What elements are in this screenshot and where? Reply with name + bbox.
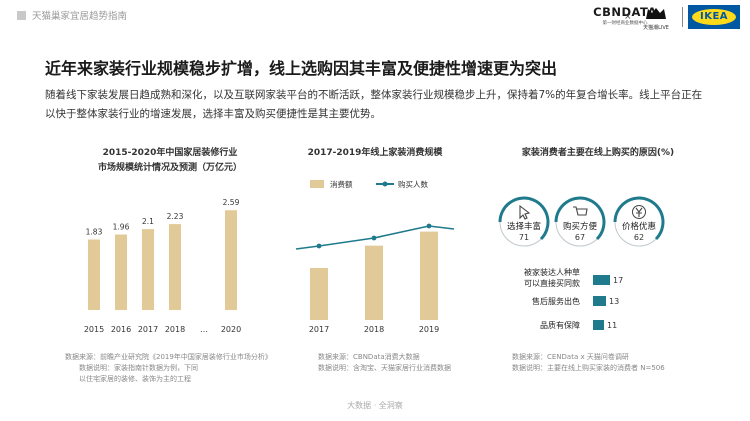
chart1-source: 数据来源：前瞻产业研究院《2019年中国家居装修行业市场分析》 数据说明：家装指… bbox=[65, 352, 272, 385]
secondary-reason-bar-2 bbox=[593, 320, 604, 330]
chart2-buyers-point-2019 bbox=[426, 223, 432, 229]
secondary-reason-value-0: 17 bbox=[613, 276, 623, 285]
reason-arc-2 bbox=[613, 196, 665, 241]
reason-label-1: 购买方便 bbox=[563, 221, 598, 232]
reason-label-0: 选择丰富 bbox=[507, 221, 541, 232]
tmall-logo: 天猫潮LIVE bbox=[634, 5, 678, 31]
chart2-buyers-point-2017 bbox=[316, 243, 322, 249]
secondary-reason-label-0-a: 被家装达人种草 bbox=[524, 267, 580, 277]
chart1-value-label-2016: 1.96 bbox=[113, 223, 130, 232]
chart1-tick-1: 2016 bbox=[111, 325, 131, 334]
header-title: 天猫巢家宜居趋势指南 bbox=[32, 11, 128, 22]
chart2-buyers-point-2018 bbox=[371, 235, 377, 241]
legend-marker-buyers bbox=[382, 181, 388, 187]
yen-circle bbox=[632, 205, 646, 219]
chart2-online-consumption-chart: 消费额 购买人数 2017 2018 2019 bbox=[295, 179, 455, 334]
legend-swatch-sales bbox=[310, 180, 324, 188]
legend-label-buyers: 购买人数 bbox=[398, 179, 428, 189]
secondary-reason-bar-0 bbox=[593, 275, 610, 285]
chart2-tick-2018: 2018 bbox=[364, 325, 384, 334]
reason-value-1: 67 bbox=[575, 233, 585, 242]
chart1-source-line: 数据来源：前瞻产业研究院《2019年中国家居装修行业市场分析》 bbox=[65, 353, 272, 361]
chart1-title: 2015-2020年中国家居装修行业 市场规模统计情况及预测（万亿元） bbox=[70, 146, 270, 176]
chart2-note-line1: 数据说明：含淘宝、天猫家居行业消费数据 bbox=[318, 364, 451, 372]
chart1-value-label-2018: 2.23 bbox=[167, 212, 184, 221]
legend-label-sales: 消费额 bbox=[330, 179, 353, 189]
secondary-reason-value-2: 11 bbox=[607, 321, 617, 330]
cart-icon bbox=[573, 206, 588, 216]
logo-cross: × bbox=[624, 12, 632, 22]
reason-value-2: 62 bbox=[634, 233, 644, 242]
cbndata-logo: CBNDATA 第一财经商业数据中心 bbox=[586, 5, 664, 26]
tmall-cat-icon bbox=[646, 8, 666, 19]
cbndata-logo-text: CBNDATA bbox=[593, 5, 657, 19]
ikea-logo-text: IKEA bbox=[699, 11, 729, 22]
reason-arc-1 bbox=[554, 196, 606, 241]
chart1-value-label-2017: 2.1 bbox=[142, 217, 154, 226]
chart1-bar-2020 bbox=[225, 210, 237, 310]
chart2-source: 数据来源：CBNData消费大数据 数据说明：含淘宝、天猫家居行业消费数据 bbox=[318, 352, 451, 374]
chart1-tick-3: 2018 bbox=[165, 325, 185, 334]
chart1-tick-2: 2017 bbox=[138, 325, 158, 334]
chart1-title-line2: 市场规模统计情况及预测（万亿元） bbox=[97, 163, 242, 173]
cbndata-logo-sub: 第一财经商业数据中心 bbox=[602, 21, 648, 26]
chart1-title-line1: 2015-2020年中国家居装修行业 bbox=[102, 148, 238, 158]
chart1-value-label-2020: 2.59 bbox=[223, 198, 240, 207]
logo-separator bbox=[682, 7, 683, 27]
reason-label-2: 价格优惠 bbox=[622, 221, 656, 232]
chart1-bar-2018 bbox=[169, 224, 181, 310]
chart1-value-label-2015: 1.83 bbox=[86, 228, 103, 237]
chart1-bar-2016 bbox=[115, 234, 127, 310]
ikea-logo: IKEA bbox=[688, 5, 740, 29]
chart1-tick-4: … bbox=[200, 325, 208, 334]
chart3-source: 数据来源：CENData x 天猫问卷调研 数据说明：主要在线上购买家装的消费者… bbox=[512, 352, 665, 374]
chart2-bar-2017 bbox=[310, 268, 328, 320]
chart3-source-line: 数据来源：CENData x 天猫问卷调研 bbox=[512, 353, 629, 361]
chart2-bar-2018 bbox=[365, 245, 383, 320]
chart3-title: 家装消费者主要在线上购买的原因(%) bbox=[521, 148, 675, 158]
page-title: 近年来家装行业规模稳步扩增，线上选购因其丰富及便捷性增速更为突出 bbox=[45, 59, 558, 78]
cursor-icon bbox=[519, 204, 531, 220]
secondary-reason-label-1: 售后服务出色 bbox=[532, 296, 580, 306]
footer-text: 大数据 · 全洞察 bbox=[347, 401, 403, 410]
chart1-bar-2017 bbox=[142, 229, 154, 310]
intro-paragraph: 随着线下家装发展日趋成熟和深化，以及互联网家装平台的不断活跃，整体家装行业规模稳… bbox=[45, 89, 703, 120]
chart3-note-line1: 数据说明：主要在线上购买家装的消费者 N=506 bbox=[512, 364, 665, 372]
chart2-tick-2019: 2019 bbox=[419, 325, 439, 334]
chart1-note-line1: 数据说明：家装指南针数据为例，下同 bbox=[79, 364, 198, 372]
tmall-logo-text: 天猫潮LIVE bbox=[643, 25, 669, 31]
chart2-title: 2017-2019年线上家装消费规模 bbox=[307, 148, 443, 158]
chart2-source-line: 数据来源：CBNData消费大数据 bbox=[318, 353, 420, 361]
chart1-tick-0: 2015 bbox=[84, 325, 104, 334]
secondary-reason-label-0-b: 可以直接买同款 bbox=[524, 278, 580, 288]
secondary-reason-value-1: 13 bbox=[609, 297, 619, 306]
secondary-reason-label-2: 品质有保障 bbox=[540, 320, 580, 330]
reason-value-0: 71 bbox=[519, 233, 529, 242]
chart1-tick-5: 2020 bbox=[221, 325, 241, 334]
chart2-bar-2019 bbox=[420, 231, 438, 320]
secondary-reason-bar-1 bbox=[593, 296, 606, 306]
chart2-tick-2017: 2017 bbox=[309, 325, 329, 334]
chart1-bar-2015 bbox=[88, 239, 100, 310]
reason-arc-0 bbox=[498, 196, 550, 241]
chart1-market-size-bar-chart: 1.83 2015 1.96 2016 2.1 2017 2.23 2018 … 2.59 2020 bbox=[84, 198, 241, 334]
yen-icon bbox=[635, 207, 643, 217]
chart1-note-line2: 以住宅家居的装修、装饰为主的工程 bbox=[79, 375, 191, 383]
header-mark bbox=[17, 11, 26, 20]
